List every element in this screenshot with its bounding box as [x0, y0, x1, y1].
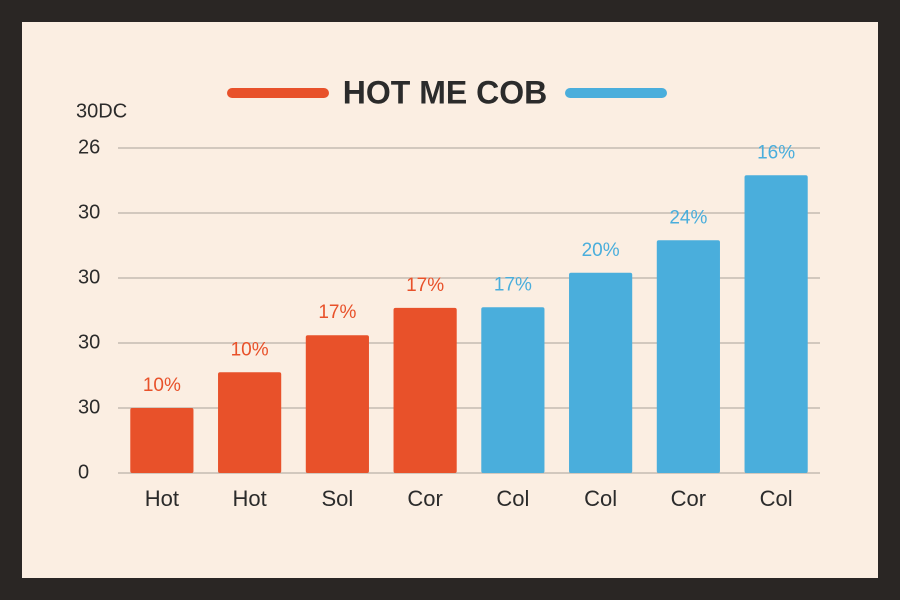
- y-tick-label: 0: [78, 461, 89, 483]
- bar-annotation: 17%: [406, 275, 444, 296]
- bar-annotation: 10%: [231, 339, 269, 360]
- bar: [130, 408, 194, 473]
- x-tick-label: Col: [760, 486, 793, 511]
- bar-annotation: 20%: [582, 240, 620, 261]
- chart-title: HOT ME COB: [343, 74, 547, 110]
- x-tick-label: Sol: [321, 486, 353, 511]
- x-tick-label: Col: [496, 486, 529, 511]
- bar: [744, 175, 808, 474]
- bar: [218, 372, 282, 473]
- y-tick-label: 26: [78, 136, 100, 158]
- bar: [481, 307, 545, 473]
- x-tick-label: Cor: [407, 486, 442, 511]
- x-tick-label: Cor: [671, 486, 706, 511]
- panel: [22, 22, 878, 578]
- bar-annotation: 17%: [318, 302, 356, 323]
- bar-annotation: 10%: [143, 375, 181, 396]
- x-tick-label: Hot: [145, 486, 179, 511]
- bar-annotation: 16%: [757, 142, 795, 163]
- bar: [656, 240, 720, 473]
- y-tick-label: 30: [78, 396, 100, 418]
- bar-annotation: 17%: [494, 274, 532, 295]
- y-tick-label: 30: [78, 266, 100, 288]
- bar: [305, 335, 369, 473]
- x-tick-label: Col: [584, 486, 617, 511]
- y-tick-label: 30: [78, 331, 100, 353]
- bar: [393, 307, 457, 473]
- bar-annotation: 24%: [669, 207, 707, 228]
- bar: [569, 272, 633, 473]
- x-tick-label: Hot: [233, 486, 267, 511]
- y-axis-label: 30DC: [76, 100, 127, 122]
- y-tick-label: 30: [78, 201, 100, 223]
